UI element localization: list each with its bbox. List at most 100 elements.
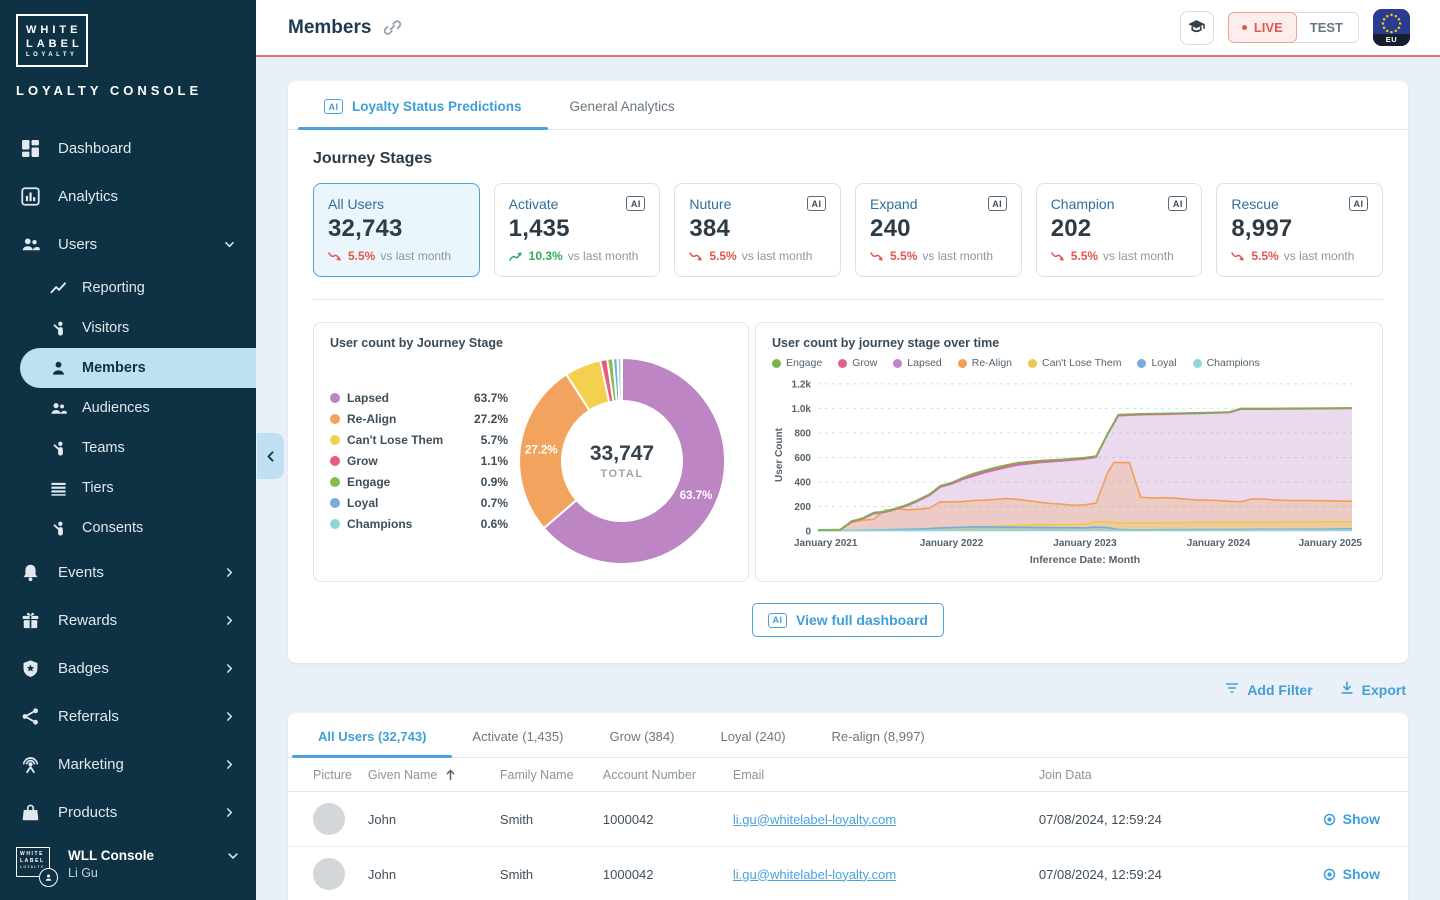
area-line-re-align[interactable]	[818, 461, 1353, 531]
donut-slice-re-align[interactable]	[518, 373, 591, 530]
sidebar-collapse-button[interactable]	[257, 433, 284, 479]
email-link[interactable]: li.gu@whitelabel-loyalty.com	[732, 866, 897, 882]
chevron-right-icon	[223, 662, 236, 675]
stage-trend: 5.5% vs last month	[328, 249, 465, 263]
chevron-down-icon	[226, 849, 240, 868]
tab-loyalty-status-predictions[interactable]: AI Loyalty Status Predictions	[298, 81, 548, 130]
stage-card-champion[interactable]: Champion AI 202 5.5% vs last month	[1035, 183, 1203, 277]
stage-card-rescue[interactable]: Rescue AI 8,997 5.5% vs last month	[1216, 183, 1384, 277]
console-label: LOYALTY CONSOLE	[16, 83, 203, 98]
area-line-engage[interactable]	[817, 407, 1353, 531]
donut-chart[interactable]: 63.7% 27.2%	[516, 355, 728, 572]
area-chart[interactable]: 0 200 400 600 800 1.0k 1.2k January 2021 January…	[772, 371, 1366, 572]
stage-label: Activate	[508, 196, 559, 212]
cell-account-number: 1000042	[594, 791, 725, 847]
column-header-email: Email	[724, 758, 1031, 792]
env-live-button[interactable]: LIVE	[1227, 12, 1297, 43]
area-line-champions[interactable]	[817, 529, 1353, 532]
members-tab-re-align-8-997[interactable]: Re-align (8,997)	[831, 729, 925, 744]
sidebar-item-teams[interactable]: Teams	[0, 428, 256, 468]
sidebar-item-badges[interactable]: Badges	[0, 644, 256, 692]
sidebar-item-products[interactable]: Products	[0, 788, 256, 836]
sidebar-item-events[interactable]: Events	[0, 548, 256, 596]
analytics-panel: AI Loyalty Status Predictions General Anal…	[288, 81, 1408, 663]
trend-suffix: vs last month	[567, 249, 639, 263]
ai-badge: AI	[626, 196, 646, 211]
stage-card-nuture[interactable]: Nuture AI 384 5.5% vs last month	[674, 183, 842, 277]
sidebar-item-rewards[interactable]: Rewards	[0, 596, 256, 644]
sidebar-item-tiers[interactable]: Tiers	[0, 468, 256, 508]
stage-card-activate[interactable]: Activate AI 1,435 10.3% vs last month	[493, 183, 661, 277]
stage-card-all-users[interactable]: All Users 32,743 5.5% vs last month	[313, 183, 480, 277]
table-row: John Smith 1000042 li.gu@whitelabel-loyalty…	[288, 846, 1408, 900]
email-link[interactable]: li.gu@whitelabel-loyalty.com	[732, 811, 897, 827]
legend-dot	[838, 358, 848, 368]
legend-dot	[330, 519, 340, 529]
trend-down-icon	[328, 251, 343, 262]
account-switcher[interactable]: WHITE LABEL LOYALTY WLL Console Li Gu	[0, 835, 256, 900]
sidebar-item-users[interactable]: Users	[0, 220, 256, 268]
legend-dot	[330, 456, 340, 466]
sidebar-item-members[interactable]: Members	[20, 348, 256, 388]
sidebar-item-referrals[interactable]: Referrals	[0, 692, 256, 740]
sidebar-item-label: Referrals	[58, 707, 119, 725]
trend-suffix: vs last month	[922, 249, 994, 263]
sidebar-item-reporting[interactable]: Reporting	[0, 268, 256, 308]
teams-icon	[48, 438, 68, 458]
view-full-dashboard-button[interactable]: AI View full dashboard	[752, 603, 944, 637]
trend-up-icon	[508, 251, 524, 262]
sidebar-item-analytics[interactable]: Analytics	[0, 172, 256, 220]
members-tab-all-users-32-743[interactable]: All Users (32,743)	[291, 713, 453, 758]
show-button[interactable]: Show	[1289, 811, 1400, 827]
chevron-right-icon	[223, 614, 236, 627]
donut-slice-champions[interactable]	[616, 356, 623, 403]
trend-percent: 5.5%	[348, 249, 376, 263]
stage-label: Rescue	[1231, 196, 1279, 212]
svg-text:January 2024: January 2024	[1187, 538, 1251, 549]
donut-slice-lapsed[interactable]	[542, 356, 727, 565]
trend-down-icon	[1231, 251, 1246, 262]
sidebar-item-dashboard[interactable]: Dashboard	[0, 124, 256, 172]
environment-toggle: LIVE TEST	[1227, 12, 1359, 43]
link-icon[interactable]	[383, 18, 402, 37]
stage-card-top: Rescue AI	[1231, 196, 1369, 212]
sidebar-item-label: Users	[58, 235, 98, 253]
sidebar: WHITE LABEL LOYALTY LOYALTY CONSOLE Dash…	[0, 0, 256, 900]
stage-card-expand[interactable]: Expand AI 240 5.5% vs last month	[855, 183, 1022, 277]
stage-card-top: Activate AI	[509, 196, 646, 212]
sidebar-item-consents[interactable]: Consents	[0, 508, 256, 548]
sidebar-item-label: Consents	[82, 520, 144, 536]
stage-value: 384	[689, 215, 730, 242]
env-test-button[interactable]: TEST	[1294, 12, 1359, 43]
export-button[interactable]: Export	[1339, 680, 1406, 699]
stage-trend: 10.3% vs last month	[508, 249, 646, 263]
legend-name: Loyal	[347, 496, 379, 510]
user-avatar	[39, 868, 58, 887]
legend-dot	[1192, 358, 1202, 368]
tab-general-analytics[interactable]: General Analytics	[558, 81, 687, 129]
area-legend-item-can-t-lose-them: Can't Lose Them	[1028, 357, 1121, 369]
column-header-given-name[interactable]: Given Name	[359, 758, 492, 792]
region-eu-badge[interactable]: EU	[1373, 9, 1410, 46]
stage-label: Expand	[870, 196, 918, 212]
logo-line: LABEL	[26, 38, 83, 50]
legend-value: 5.7%	[480, 433, 508, 447]
sidebar-item-marketing[interactable]: Marketing	[0, 740, 256, 788]
members-tab-activate-1-435[interactable]: Activate (1,435)	[472, 729, 564, 744]
show-button[interactable]: Show	[1289, 866, 1400, 882]
add-filter-button[interactable]: Add Filter	[1224, 680, 1313, 699]
eye-icon	[1322, 867, 1337, 882]
sidebar-item-audiences[interactable]: Audiences	[0, 388, 256, 428]
audiences-icon	[48, 398, 68, 418]
area-legend-item-engage: Engage	[772, 357, 822, 369]
column-header-account-number: Account Number	[594, 758, 725, 792]
cell-picture	[288, 846, 360, 900]
sort-asc-icon[interactable]	[443, 767, 458, 782]
svg-text:0: 0	[805, 527, 811, 538]
learning-center-button[interactable]	[1179, 10, 1214, 45]
members-tab-grow-384[interactable]: Grow (384)	[609, 729, 675, 744]
show-label: Show	[1342, 866, 1380, 882]
members-tab-loyal-240[interactable]: Loyal (240)	[720, 729, 786, 744]
sidebar-item-visitors[interactable]: Visitors	[0, 308, 256, 348]
ai-badge: AI	[1168, 196, 1188, 211]
